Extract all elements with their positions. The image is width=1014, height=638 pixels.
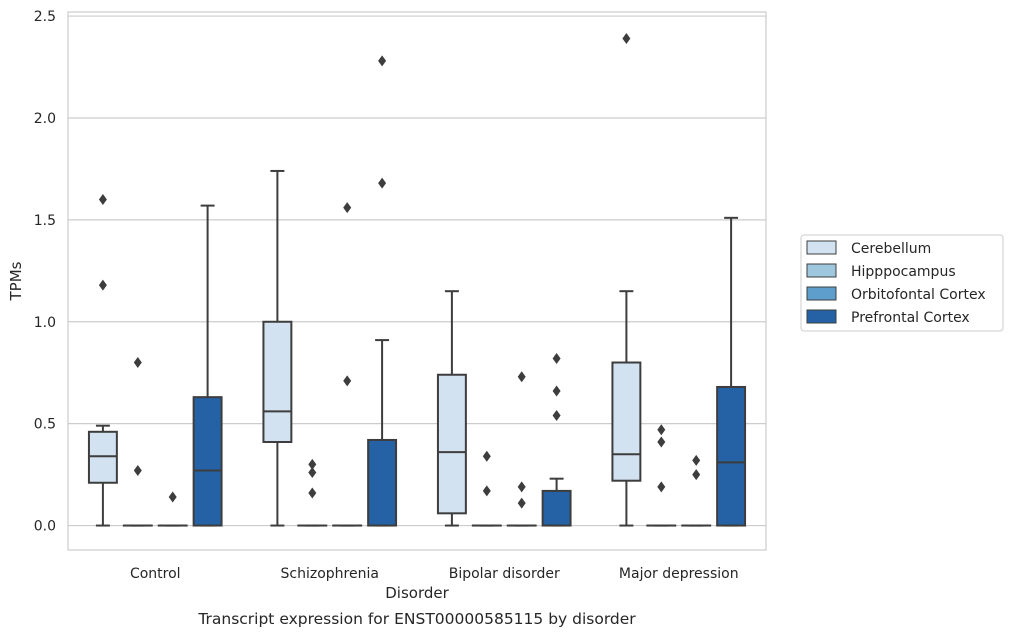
outlier-point — [692, 469, 701, 481]
box-0-1 — [122, 357, 153, 527]
outlier-point — [308, 458, 317, 470]
box-rect — [541, 489, 572, 527]
box-rect — [436, 373, 467, 515]
plot-area — [67, 11, 767, 551]
outlier-point — [552, 410, 561, 421]
legend-label: Cerebellum — [851, 241, 931, 257]
box-2-2 — [506, 371, 537, 527]
outlier-point — [168, 491, 177, 503]
legend-label: Hipppocampus — [851, 264, 956, 280]
box-1-3 — [367, 55, 398, 527]
outlier-point — [133, 357, 142, 369]
figure-caption: Transcript expression for ENST0000058511… — [198, 610, 636, 628]
legend: Cerebellum Hipppocampus Orbitofontal Corte… — [800, 234, 1004, 332]
outlier-point — [517, 481, 526, 493]
box-2-3 — [541, 352, 572, 527]
outlier-point — [378, 55, 387, 67]
legend-frame — [800, 234, 1004, 332]
legend-label: Prefrontal Cortex — [851, 310, 970, 326]
box-2-1 — [471, 450, 502, 527]
box-rect — [192, 396, 223, 527]
y-tick-label: 0.5 — [34, 417, 56, 433]
outlier-point — [622, 32, 631, 44]
outlier-point — [308, 467, 317, 479]
x-tick-label: Bipolar disorder — [449, 566, 560, 582]
y-tick-label: 1.5 — [34, 213, 56, 229]
legend-swatch — [806, 263, 837, 278]
y-tick-label: 1.0 — [34, 315, 56, 331]
outlier-point — [482, 485, 491, 497]
box-plots — [87, 32, 747, 527]
x-tick-labels: Control Schizophrenia Bipolar disorder Majo… — [130, 566, 739, 582]
box-3-1 — [646, 424, 677, 527]
outlier-point — [343, 375, 352, 387]
outlier-point — [133, 465, 142, 477]
box-1-2 — [332, 202, 363, 527]
box-3-3 — [716, 216, 747, 527]
y-tick-label: 2.0 — [34, 111, 56, 127]
legend-swatch — [806, 309, 837, 324]
outlier-point — [657, 481, 666, 493]
outlier-point — [657, 424, 666, 436]
box-2-0 — [436, 290, 467, 527]
outlier-point — [378, 177, 387, 189]
box-1-1 — [297, 458, 328, 527]
legend-swatch — [806, 286, 837, 301]
outlier-point — [692, 454, 701, 466]
legend-swatch — [806, 240, 837, 255]
y-tick-label: 0.0 — [34, 519, 56, 535]
legend-label: Orbitofontal Cortex — [851, 287, 986, 303]
box-1-0 — [262, 169, 293, 527]
x-axis-label: Disorder — [385, 584, 449, 602]
box-rect — [367, 438, 398, 527]
outlier-point — [308, 487, 317, 499]
outlier-point — [657, 436, 666, 448]
box-3-0 — [611, 32, 642, 527]
box-rect — [716, 385, 747, 527]
outlier-point — [552, 352, 561, 364]
box-0-0 — [87, 193, 118, 527]
x-tick-label: Major depression — [619, 566, 739, 582]
x-tick-label: Control — [130, 566, 181, 582]
box-0-3 — [192, 204, 223, 527]
y-axis-label: TPMs — [7, 261, 25, 301]
box-3-2 — [681, 454, 712, 527]
outlier-point — [552, 385, 561, 397]
outlier-point — [517, 371, 526, 383]
box-rect — [87, 430, 118, 484]
outlier-point — [98, 193, 107, 205]
outlier-point — [343, 202, 352, 214]
box-0-2 — [157, 491, 188, 527]
y-tick-label: 2.5 — [34, 9, 56, 25]
box-rect — [611, 361, 642, 482]
outlier-point — [98, 279, 107, 291]
outlier-point — [517, 497, 526, 509]
outlier-point — [482, 450, 491, 462]
x-tick-label: Schizophrenia — [281, 566, 379, 582]
y-tick-labels: 0.0 0.5 1.0 1.5 2.0 2.5 — [34, 9, 56, 534]
box-rect — [262, 320, 293, 443]
